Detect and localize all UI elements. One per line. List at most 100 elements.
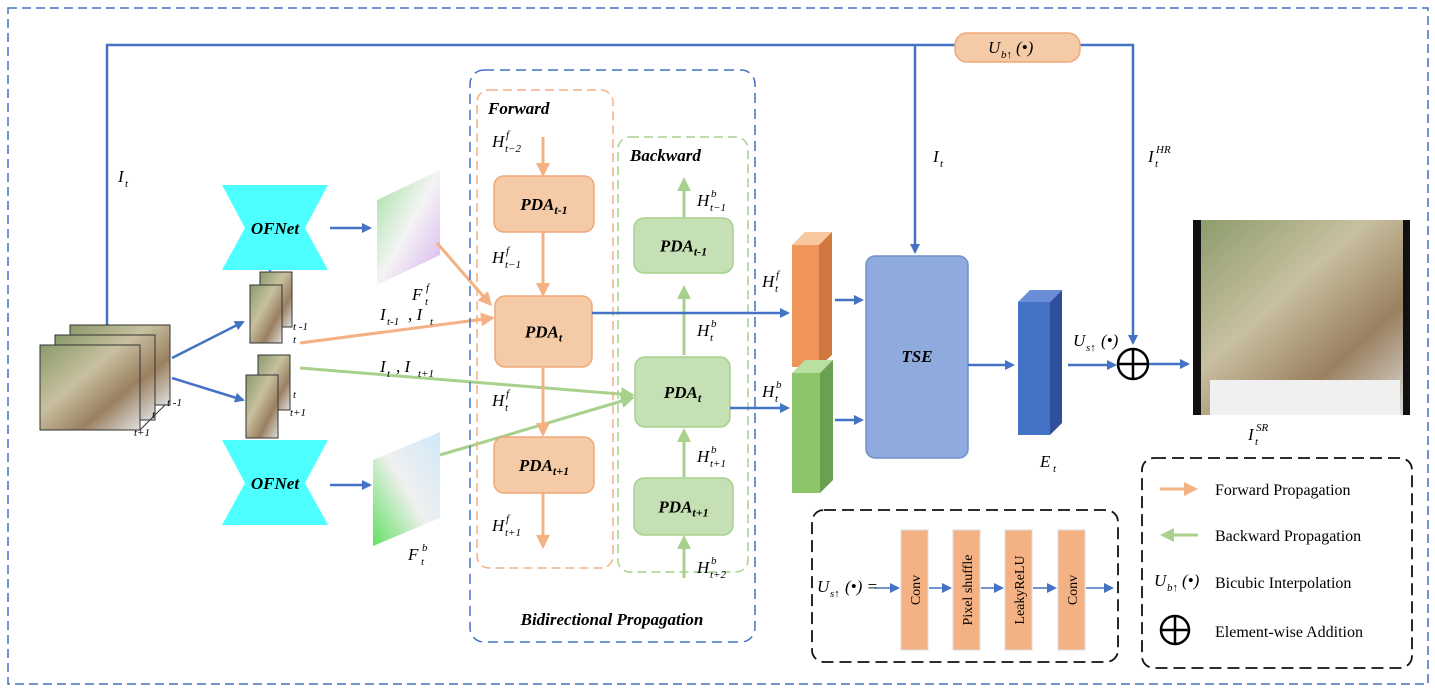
math-subscript: t	[775, 283, 779, 295]
math-label-hf_tm1: H	[491, 248, 506, 267]
backward-pda-label: PDAt-1	[659, 237, 707, 259]
math-subscript: t	[1255, 436, 1259, 448]
upsampler-definition-box	[811, 509, 1119, 663]
math-subscript: b↑	[1001, 49, 1012, 61]
upsampler-layer	[1004, 529, 1033, 651]
tse-block	[865, 255, 969, 459]
math-subscript: t+2	[710, 569, 726, 581]
ofnet-top-label: OFNet	[251, 219, 300, 238]
frame-label: t -1	[293, 321, 308, 333]
math-subscript: t+1	[710, 458, 726, 470]
math-label-pair2: I	[379, 357, 387, 376]
frame-pair-top	[249, 271, 293, 344]
backward-pda-label: PDAt	[663, 383, 702, 405]
outer-border	[7, 7, 1429, 685]
math-label-hf_t: H	[491, 391, 506, 410]
math-subscript: t-1	[387, 316, 399, 328]
math-label-hf_tp1: H	[491, 516, 506, 535]
legend-label: Bicubic Interpolation	[1215, 575, 1351, 592]
math-subscript: t	[421, 556, 425, 568]
upsampler-layer-label: Pixel shuffle	[961, 555, 976, 626]
input-frames	[39, 324, 171, 431]
frame-label: t	[293, 334, 297, 346]
upsampler-layer	[1057, 529, 1086, 651]
math-label-ithr: I	[1147, 147, 1155, 166]
frame-pair-bottom	[245, 354, 291, 439]
math-subscript: t	[125, 178, 129, 190]
math-superscript: f	[506, 388, 511, 400]
math-superscript: SR	[1256, 422, 1269, 434]
math-tail: , I	[396, 357, 412, 376]
math-label-htf_out: H	[761, 272, 776, 291]
math-tail: , I	[408, 305, 424, 324]
forward-arrow	[299, 312, 495, 345]
legend-label: Backward Propagation	[1215, 528, 1361, 545]
upsampler-layer	[952, 529, 981, 651]
enhanced-feature-block	[1018, 290, 1062, 435]
math-tail: (•)	[1182, 571, 1200, 590]
tse-label: TSE	[901, 347, 932, 366]
math-superscript: b	[711, 318, 717, 330]
optical-flow-forward	[377, 170, 440, 285]
optical-flow-backward	[373, 432, 440, 546]
math-subscript: t+1	[505, 527, 521, 539]
arrow	[171, 376, 245, 403]
math-label-hb_tp1: H	[696, 447, 711, 466]
math-superscript: f	[426, 282, 431, 294]
math-subscript: t	[425, 296, 429, 308]
math-label-fff: F	[411, 285, 423, 304]
math-subscript: t+1	[418, 368, 434, 380]
forward-pda-label: PDAt+1	[518, 456, 569, 478]
arrow	[171, 320, 245, 360]
math-label-ffb: F	[407, 545, 419, 564]
math-subscript: t−2	[505, 143, 521, 155]
backward-pda-label: PDAt+1	[657, 498, 708, 520]
skip-connection-line	[105, 43, 1138, 345]
sr-output-image	[1193, 220, 1410, 415]
math-label-it_left: I	[117, 167, 125, 186]
forward-group	[476, 89, 614, 569]
math-superscript: f	[506, 129, 511, 141]
math-subscript: t−1	[710, 202, 726, 214]
legend-label: Element-wise Addition	[1215, 624, 1363, 641]
math-subscript: s↑	[830, 588, 840, 600]
math-subscript: t	[710, 332, 714, 344]
math-subscript: t	[775, 393, 779, 405]
math-label-us_def: U	[817, 577, 831, 596]
forward-pda-label: PDAt	[524, 323, 563, 345]
ofnet-bottom-block	[222, 440, 328, 525]
math-tail: (•) =	[845, 577, 878, 596]
input-frame-label: t+1	[134, 427, 150, 439]
math-label-htb_out: H	[761, 382, 776, 401]
upsampler-layer-label: Conv	[909, 575, 924, 605]
math-subscript: t	[1155, 158, 1159, 170]
math-superscript: b	[776, 379, 782, 391]
legend-circle-plus-icon	[1159, 614, 1191, 646]
frame-label: t+1	[290, 407, 306, 419]
forward-feature-block	[792, 232, 832, 367]
forward-arrow	[435, 242, 492, 307]
ofnet-bottom-label: OFNet	[251, 474, 300, 493]
math-label-hf_tm2: H	[491, 132, 506, 151]
input-frame-label: t	[152, 409, 156, 421]
backward-pda-block	[634, 356, 731, 428]
math-label-us: U	[1073, 331, 1087, 350]
legend-label: Forward Propagation	[1215, 482, 1351, 499]
math-superscript: HR	[1155, 144, 1171, 156]
backward-arrow	[299, 366, 635, 402]
math-label-itsr: I	[1247, 425, 1255, 444]
math-subscript: t	[387, 368, 391, 380]
upsampler-layer	[900, 529, 929, 651]
math-superscript: b	[711, 188, 717, 200]
math-superscript: f	[506, 245, 511, 257]
math-subscript: t−1	[505, 259, 521, 271]
math-subscript: t	[1053, 463, 1057, 475]
element-wise-addition	[1116, 347, 1150, 381]
bidirectional-label: Bidirectional Propagation	[520, 610, 704, 629]
math-label-hb_tp2: H	[696, 558, 711, 577]
math-label-hb_t: H	[696, 321, 711, 340]
math-superscript: b	[422, 542, 428, 554]
math-superscript: b	[711, 555, 717, 567]
bicubic-upsample-box	[954, 32, 1081, 63]
